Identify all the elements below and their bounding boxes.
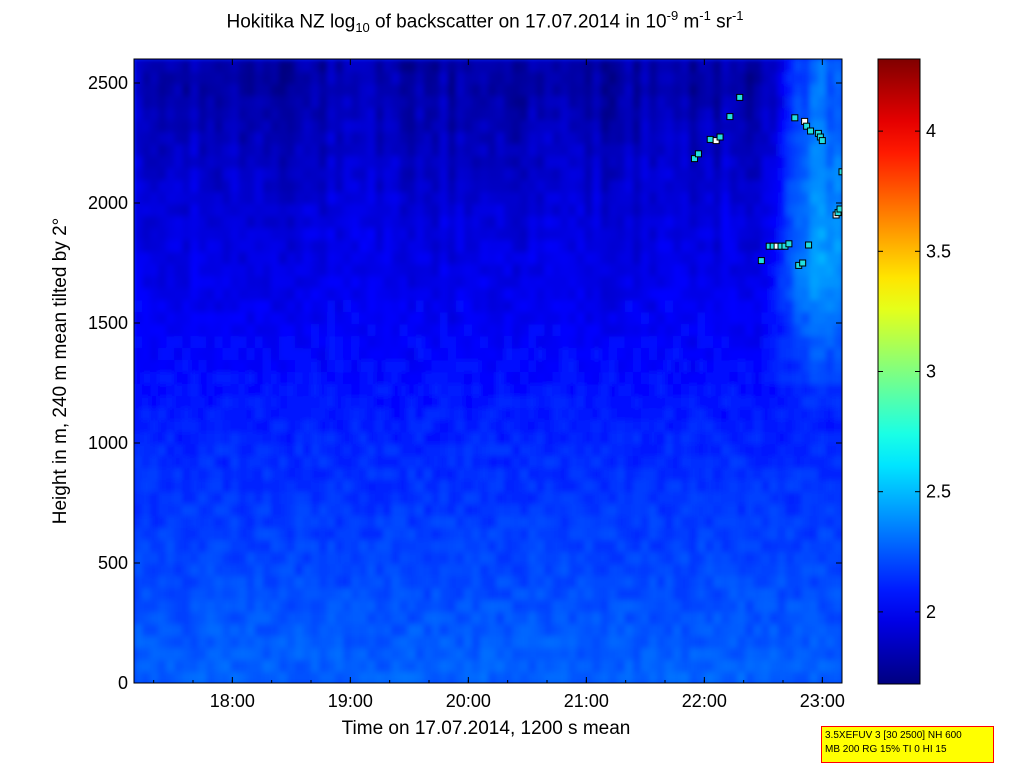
heatmap-area: [134, 59, 842, 683]
marker-point: [791, 114, 799, 122]
marker-point: [838, 168, 842, 176]
colorbar-tick-label: 4: [926, 121, 936, 141]
marker-point: [785, 240, 793, 248]
marker-point: [716, 133, 724, 141]
info-line-1: 3.5XEFUV 3 [30 2500] NH 600: [825, 730, 962, 741]
marker-point: [757, 257, 765, 265]
marker-point: [694, 150, 702, 158]
title-unit-sr: sr: [710, 11, 732, 33]
x-tick-label: 18:00: [210, 691, 255, 711]
marker-points: [691, 93, 842, 269]
title-sup-m: -1: [699, 8, 711, 23]
marker-point: [726, 113, 734, 121]
x-tick-label: 20:00: [446, 691, 491, 711]
processing-info-box: 3.5XEFUV 3 [30 2500] NH 600 MB 200 RG 15…: [821, 726, 994, 763]
title-subscript: 10: [355, 20, 370, 36]
y-tick-label: 2500: [88, 73, 128, 93]
title-middle: of backscatter on 17.07.2014 in 10: [369, 11, 667, 33]
x-tick-label: 19:00: [328, 691, 373, 711]
marker-point: [799, 259, 807, 267]
plot-frame: [133, 58, 843, 684]
colorbar-tick-label: 3: [926, 362, 936, 382]
y-tick-label: 2000: [88, 193, 128, 213]
marker-point: [691, 155, 698, 163]
x-tick-label: 23:00: [800, 691, 845, 711]
title-prefix: Hokitika NZ log: [226, 11, 356, 33]
title-sup-sr: -1: [731, 8, 744, 23]
colorbar-tick-label: 2.5: [926, 482, 951, 502]
marker-point: [805, 241, 813, 249]
title-sup-exponent: -9: [666, 8, 679, 23]
y-tick-label: 1000: [88, 433, 128, 453]
y-tick-label: 0: [118, 673, 128, 693]
y-axis-label: Height in m, 240 m mean tilted by 2°: [50, 218, 71, 524]
marker-point: [803, 122, 811, 130]
y-tick-label: 1500: [88, 313, 128, 333]
x-tick-label: 22:00: [682, 691, 727, 711]
info-line-2: MB 200 RG 15% TI 0 HI 15: [825, 744, 947, 755]
colorbar-tick-label: 2: [926, 602, 936, 622]
x-tick-label: 21:00: [564, 691, 609, 711]
colorbar: [877, 58, 921, 685]
marker-point: [706, 135, 714, 143]
marker-point: [712, 137, 720, 145]
title-unit-m: m: [678, 11, 700, 33]
colorbar-tick-label: 3.5: [926, 241, 951, 261]
x-axis-label: Time on 17.07.2014, 1200 s mean: [342, 718, 631, 739]
marker-point: [807, 127, 815, 135]
marker-point: [818, 137, 826, 145]
colorbar-axis: 2 2.5 3 3.5 4: [878, 121, 951, 622]
marker-point: [736, 93, 744, 101]
marker-point: [836, 205, 842, 213]
axes: 18:00 19:00 20:00 21:00 22:00 23:00 0 500 1000 15…: [88, 59, 845, 711]
y-tick-label: 500: [98, 553, 128, 573]
chart-title: Hokitika NZ log10 of backscatter on 17.0…: [0, 8, 970, 35]
